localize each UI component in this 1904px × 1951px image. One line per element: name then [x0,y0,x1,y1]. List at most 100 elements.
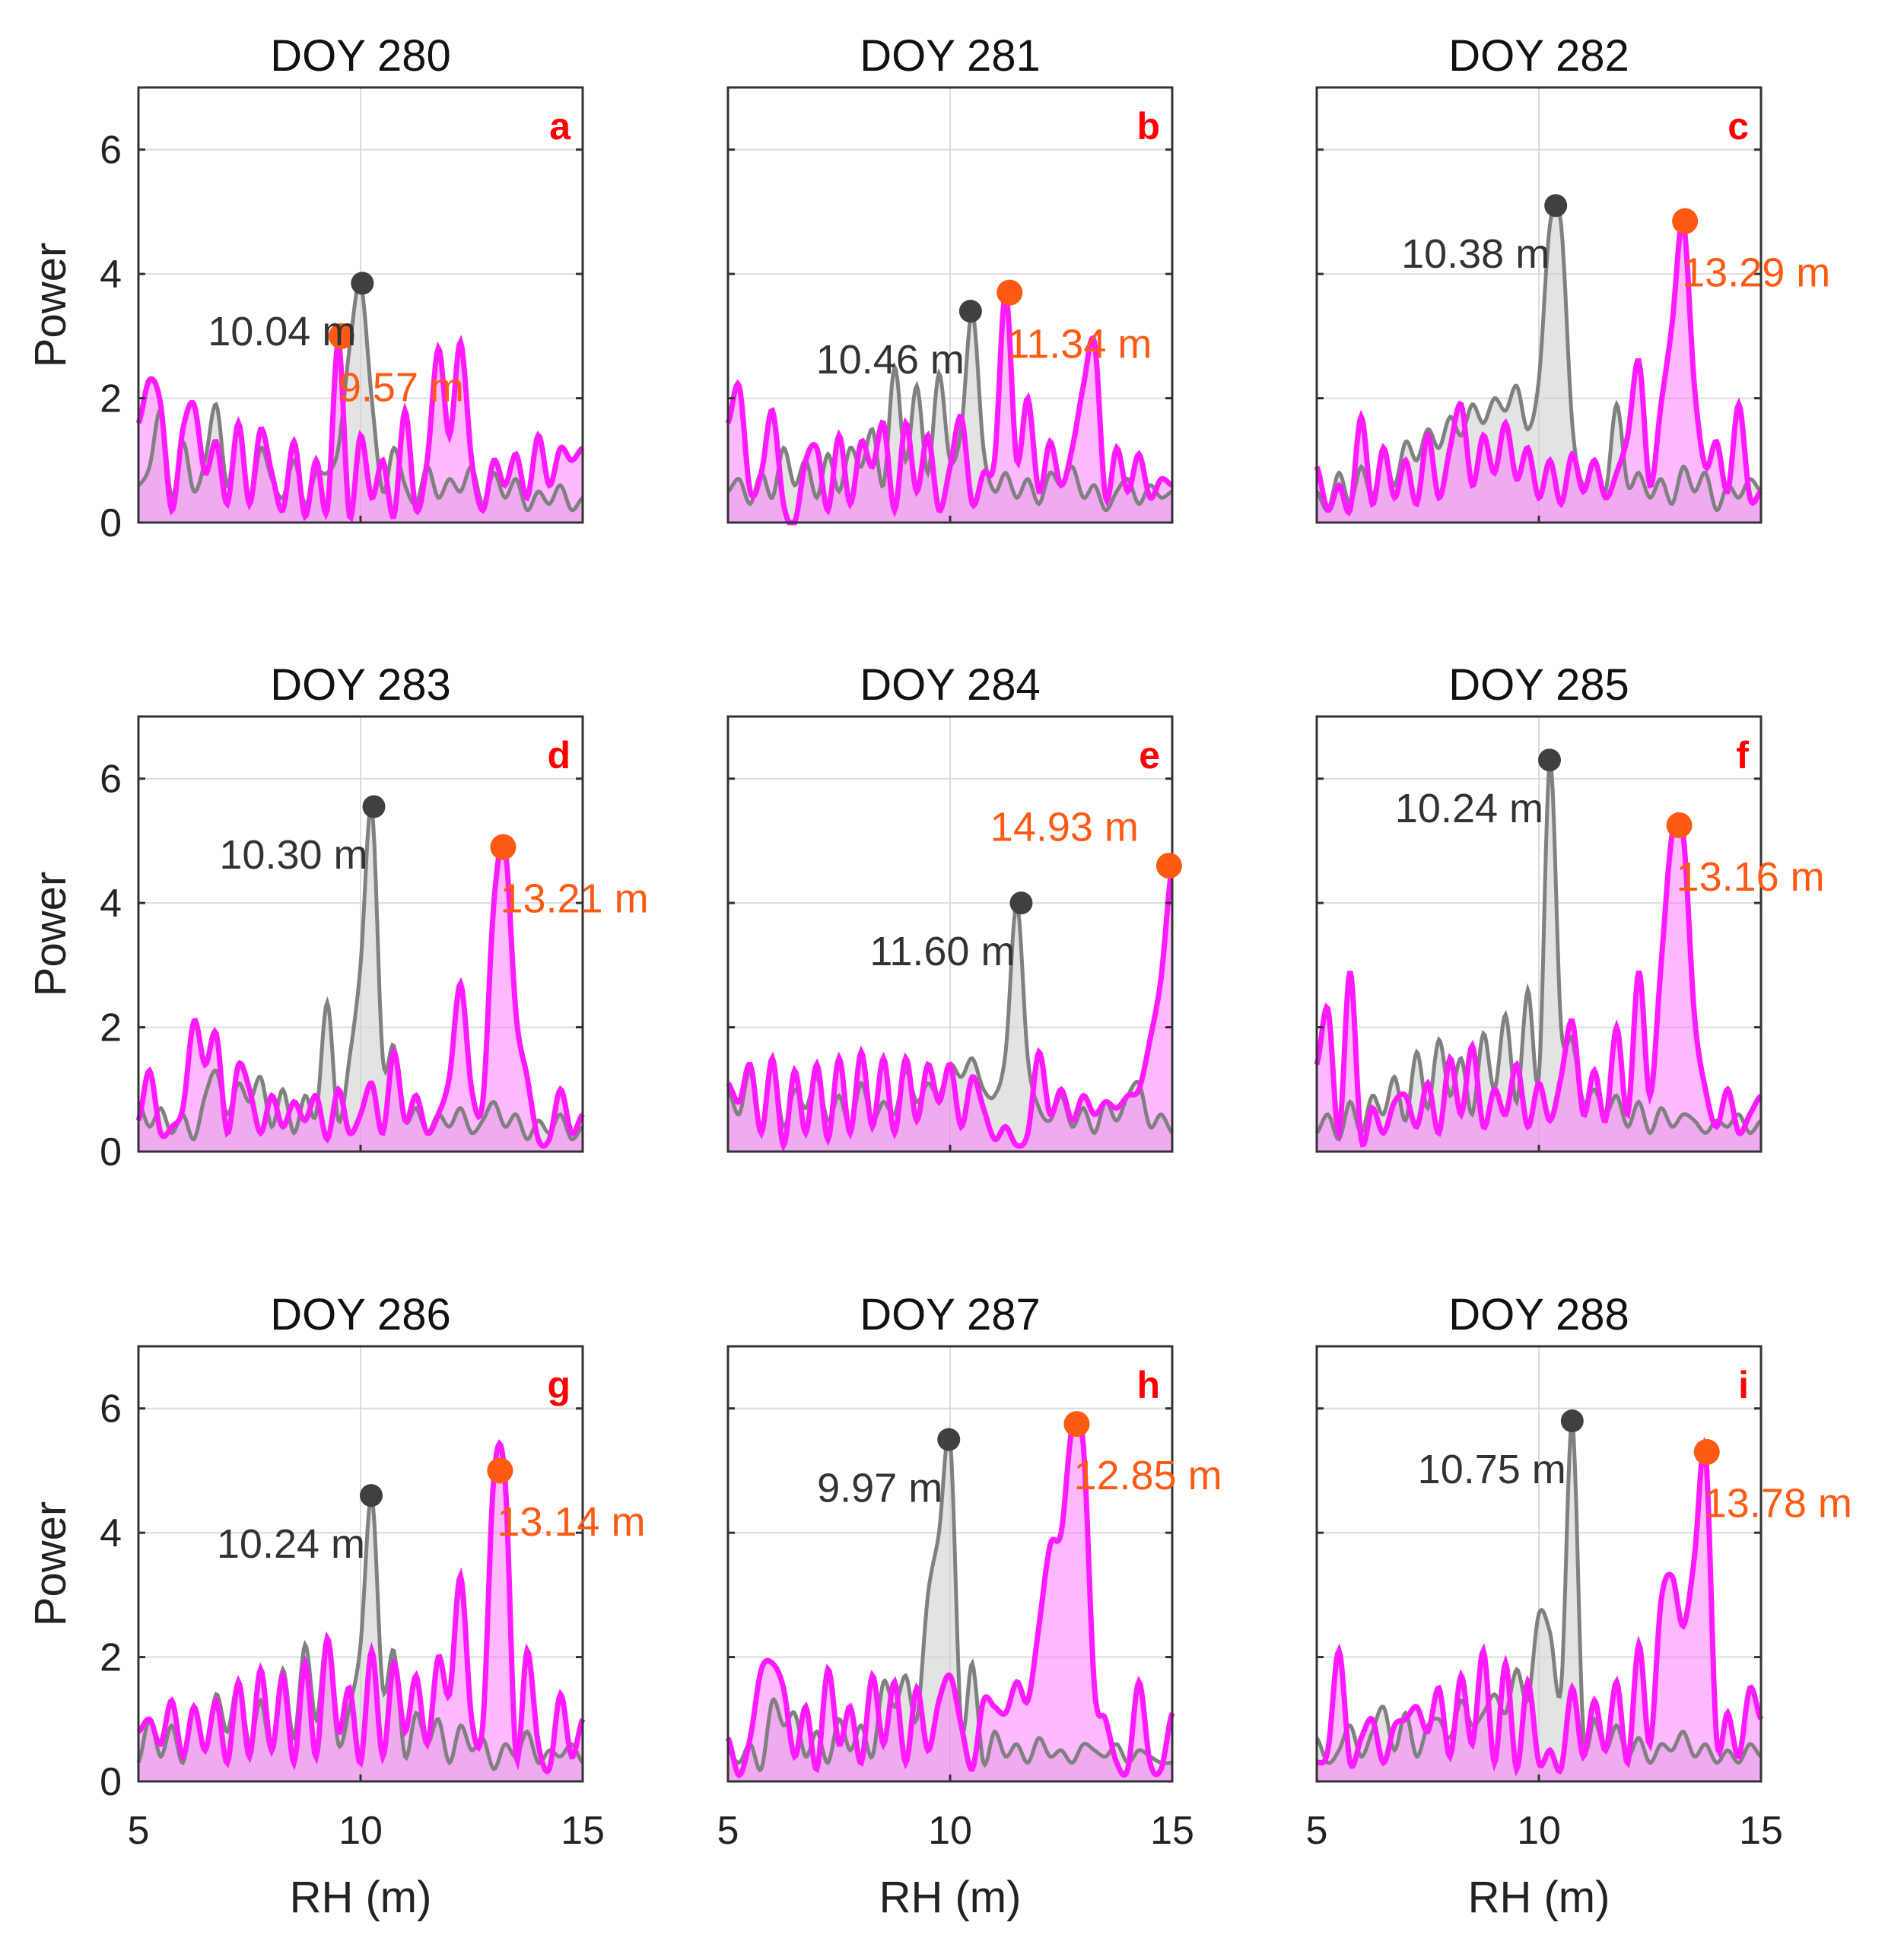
y-tick-label: 6 [100,758,122,802]
panel-title: DOY 286 [270,1290,451,1339]
retrieved-line [135,838,585,1149]
panel-c: DOY 282 c 10.38 m 13.29 m [1314,31,1830,524]
y-tick-label: 4 [100,1511,122,1555]
panel-letter: a [549,105,571,148]
y-tick-label: 0 [100,501,122,545]
reference-peak-marker [958,300,982,323]
reference-peak-marker [937,1428,961,1451]
retrieved-area [138,841,583,1152]
panel-title: DOY 285 [1448,660,1629,710]
reference-peak-marker [1538,748,1562,772]
panel-letter: f [1736,734,1749,777]
panel-title: DOY 287 [860,1290,1041,1339]
panel-letter: g [547,1364,571,1406]
x-tick-label: 15 [1150,1809,1194,1853]
retrieved-peak-label: 11.34 m [1006,321,1152,367]
y-tick-label: 2 [100,1006,122,1050]
y-tick-label: 2 [100,1636,122,1680]
retrieved-peak-marker [490,834,517,860]
panel-title: DOY 280 [270,31,451,81]
panel-letter: b [1136,105,1160,148]
y-axis-label: Power [26,872,75,996]
retrieved-area [728,866,1172,1152]
panel-e: DOY 284 e 11.60 m 14.93 m [726,660,1182,1153]
reference-peak-marker [351,272,374,295]
retrieved-peak-label: 13.29 m [1682,249,1830,295]
panel-title: DOY 283 [270,660,451,710]
reference-peak-label: 10.04 m [208,309,356,354]
reference-line [136,803,584,1142]
reference-peak-marker [1009,891,1033,915]
x-tick-label: 5 [128,1809,150,1853]
reference-area [138,1495,583,1781]
retrieved-peak-marker [1063,1411,1090,1438]
y-axis-label: Power [26,1501,75,1626]
retrieved-line [135,334,585,523]
retrieved-peak-marker [328,323,354,349]
retrieved-peak-marker [997,279,1023,306]
retrieved-peak-label: 13.16 m [1677,854,1825,900]
panel-g: 5 10 15 0 2 4 6 DOY 286 g Power RH (m) 10.24 m 13.14… [26,1290,646,1922]
panel-letter: h [1136,1364,1160,1406]
x-tick-label: 15 [561,1809,605,1853]
panel-i: 5 10 15 DOY 288 i RH (m) 10.75 m 13.78 m [1306,1290,1852,1922]
retrieved-peak-marker [1666,812,1693,838]
panel-title: DOY 284 [860,660,1041,710]
retrieved-peak-marker [1672,208,1699,234]
y-tick-label: 0 [100,1130,122,1174]
reference-line [1315,759,1763,1142]
retrieved-peak-marker [1693,1438,1720,1465]
reference-peak-label: 10.75 m [1418,1447,1566,1492]
y-tick-label: 0 [100,1760,122,1804]
retrieved-area [728,292,1172,523]
x-axis-label: RH (m) [879,1873,1022,1922]
reference-peak-marker [1544,194,1568,218]
panel-f: DOY 285 f 10.24 m 13.16 m [1314,660,1825,1153]
retrieved-line [1314,218,1763,517]
reference-area [728,903,1172,1152]
reference-peak-label: 10.30 m [219,832,367,878]
panel-title: DOY 282 [1448,31,1629,81]
panel-letter: c [1728,105,1749,148]
retrieved-peak-marker [487,1457,513,1484]
reference-peak-marker [362,795,386,818]
reference-peak-marker [1560,1409,1584,1433]
panel-h: 5 10 15 DOY 287 h RH (m) 9.97 m 12.85 m [717,1290,1222,1922]
y-tick-label: 2 [100,377,122,421]
panel-letter: e [1139,734,1160,777]
reference-area [1317,1421,1761,1781]
x-tick-label: 5 [717,1809,739,1853]
retrieved-peak-label: 9.57 m [339,365,464,411]
x-tick-label: 5 [1306,1809,1328,1853]
retrieved-peak-label: 13.21 m [500,875,648,921]
panel-a: 0 2 4 6 DOY 280 a Power 10.04 m 9.57 m [26,31,585,545]
retrieved-line [1316,1436,1764,1777]
y-tick-label: 6 [100,1387,122,1431]
reference-peak-label: 10.24 m [1395,786,1543,831]
reference-peak-label: 9.97 m [817,1465,942,1511]
reference-peak-marker [360,1484,383,1508]
y-tick-label: 4 [100,882,122,926]
reference-peak-label: 10.24 m [217,1521,365,1567]
retrieved-line [726,865,1175,1152]
retrieved-peak-label: 13.78 m [1704,1481,1852,1527]
x-axis-label: RH (m) [1468,1873,1610,1922]
retrieved-line [1314,812,1763,1148]
y-tick-label: 6 [100,129,122,173]
x-axis-label: RH (m) [290,1873,432,1922]
retrieved-peak-label: 14.93 m [990,804,1139,850]
retrieved-peak-marker [1155,853,1182,879]
panel-b: DOY 281 b 10.46 m 11.34 m [725,31,1174,526]
x-tick-label: 15 [1739,1809,1783,1853]
reference-area [728,1433,1172,1781]
panel-d: 0 2 4 6 DOY 283 d Power 10.30 m 13.21 m [26,660,649,1174]
retrieved-peak-label: 12.85 m [1073,1453,1222,1498]
x-tick-label: 10 [1517,1809,1561,1853]
reference-peak-label: 10.46 m [816,337,965,383]
x-tick-label: 10 [339,1809,383,1853]
y-axis-label: Power [26,243,75,367]
retrieved-peak-label: 13.14 m [497,1499,645,1545]
retrieved-area [1317,221,1761,523]
panel-title: DOY 288 [1448,1290,1629,1339]
